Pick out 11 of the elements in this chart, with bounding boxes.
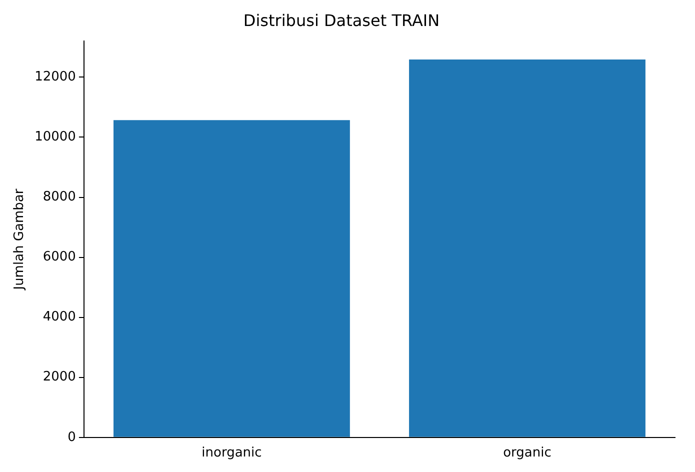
y-tick-label: 0 xyxy=(68,430,76,445)
y-tick-label: 2000 xyxy=(42,370,76,385)
y-tick-label: 12000 xyxy=(34,70,76,85)
x-tick-label: inorganic xyxy=(202,446,262,461)
y-tick-label: 8000 xyxy=(42,190,76,205)
y-tick-label: 10000 xyxy=(34,130,76,145)
chart-title: Distribusi Dataset TRAIN xyxy=(243,10,440,30)
y-tick-label: 4000 xyxy=(42,310,76,325)
y-axis-title: Jumlah Gambar xyxy=(12,188,28,291)
x-tick-label: organic xyxy=(503,446,552,461)
y-tick-label: 6000 xyxy=(42,250,76,265)
